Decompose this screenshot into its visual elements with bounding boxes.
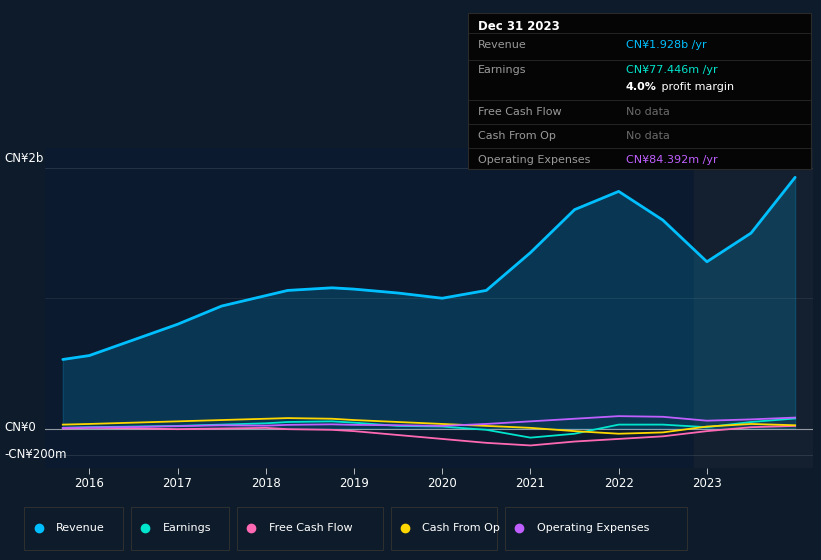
Text: CN¥84.392m /yr: CN¥84.392m /yr [626, 155, 718, 165]
Text: Cash From Op: Cash From Op [479, 130, 556, 141]
Text: Free Cash Flow: Free Cash Flow [479, 106, 562, 116]
Text: No data: No data [626, 106, 670, 116]
Text: Operating Expenses: Operating Expenses [537, 523, 649, 533]
Text: Earnings: Earnings [479, 66, 527, 75]
Text: profit margin: profit margin [658, 82, 735, 92]
Text: Revenue: Revenue [479, 40, 527, 50]
Bar [694, 148, 821, 468]
Text: -CN¥200m: -CN¥200m [4, 448, 67, 461]
Text: Cash From Op: Cash From Op [423, 523, 500, 533]
Text: CN¥77.446m /yr: CN¥77.446m /yr [626, 66, 718, 75]
Text: Dec 31 2023: Dec 31 2023 [479, 21, 560, 34]
Text: Free Cash Flow: Free Cash Flow [268, 523, 352, 533]
Text: No data: No data [626, 130, 670, 141]
Text: Operating Expenses: Operating Expenses [479, 155, 590, 165]
Text: Earnings: Earnings [163, 523, 211, 533]
Text: Revenue: Revenue [56, 523, 105, 533]
Text: CN¥1.928b /yr: CN¥1.928b /yr [626, 40, 706, 50]
Text: 4.0%: 4.0% [626, 82, 657, 92]
Text: CN¥2b: CN¥2b [4, 152, 44, 165]
Text: CN¥0: CN¥0 [4, 421, 36, 434]
